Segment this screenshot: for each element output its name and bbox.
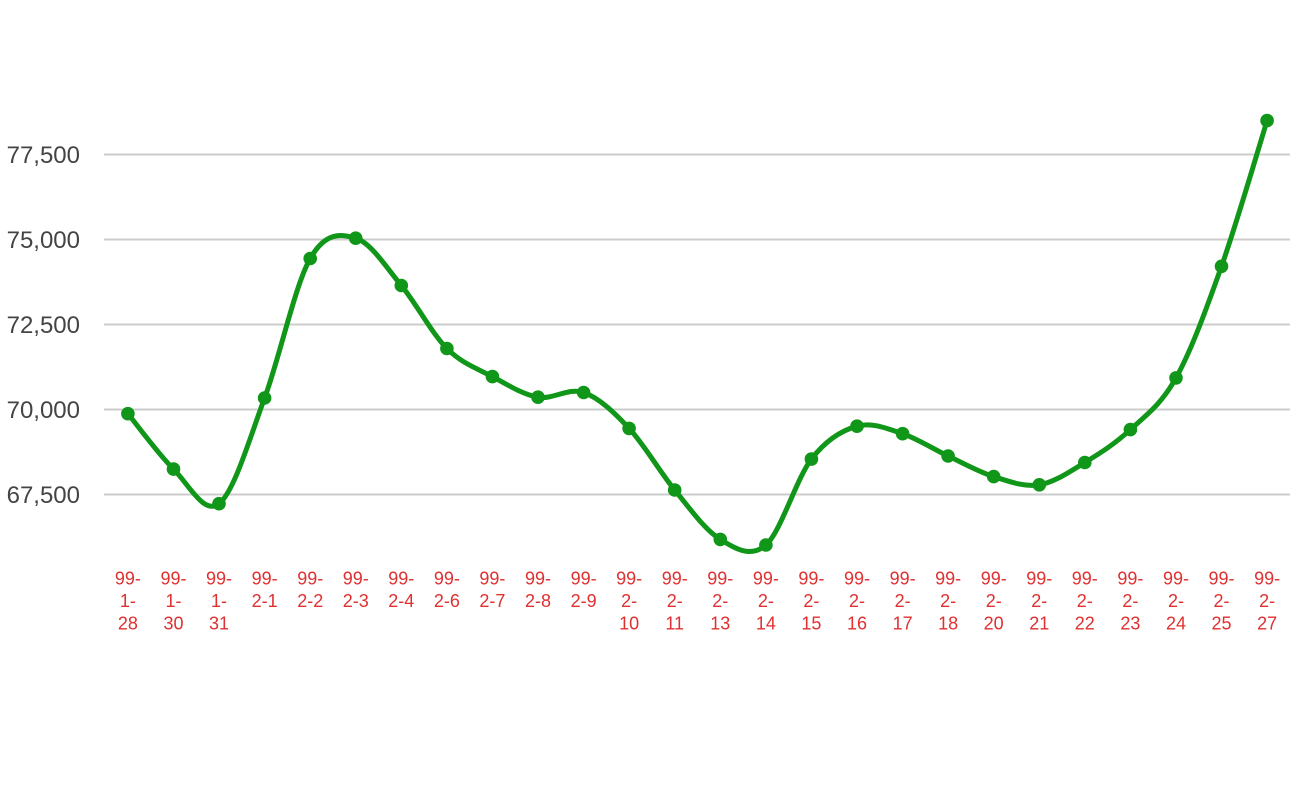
svg-text:99-: 99-	[479, 569, 505, 589]
svg-text:16: 16	[847, 614, 867, 634]
svg-text:2-: 2-	[849, 591, 865, 611]
svg-text:2-9: 2-9	[571, 591, 597, 611]
svg-text:2-: 2-	[1168, 591, 1184, 611]
svg-text:2-: 2-	[986, 591, 1002, 611]
svg-text:99-: 99-	[343, 569, 369, 589]
svg-text:99-: 99-	[981, 569, 1007, 589]
svg-text:2-: 2-	[940, 591, 956, 611]
svg-text:99-: 99-	[297, 569, 323, 589]
svg-text:2-: 2-	[1122, 591, 1138, 611]
svg-text:99-: 99-	[525, 569, 551, 589]
svg-text:99-: 99-	[662, 569, 688, 589]
svg-text:23: 23	[1120, 614, 1140, 634]
svg-text:15: 15	[801, 614, 821, 634]
svg-text:1-: 1-	[165, 591, 181, 611]
svg-text:99-: 99-	[1163, 569, 1189, 589]
svg-text:99-: 99-	[571, 569, 597, 589]
svg-text:17: 17	[893, 614, 913, 634]
svg-text:99-: 99-	[935, 569, 961, 589]
svg-text:77,500: 77,500	[7, 142, 80, 169]
svg-text:2-: 2-	[621, 591, 637, 611]
svg-text:22: 22	[1075, 614, 1095, 634]
svg-text:99-: 99-	[616, 569, 642, 589]
svg-text:72,500: 72,500	[7, 312, 80, 339]
svg-text:99-: 99-	[890, 569, 916, 589]
svg-text:2-6: 2-6	[434, 591, 460, 611]
svg-text:1-: 1-	[211, 591, 227, 611]
svg-text:99-: 99-	[753, 569, 779, 589]
svg-text:99-: 99-	[388, 569, 414, 589]
svg-text:20: 20	[984, 614, 1004, 634]
svg-text:2-8: 2-8	[525, 591, 551, 611]
svg-text:99-: 99-	[798, 569, 824, 589]
svg-text:2-: 2-	[803, 591, 819, 611]
svg-text:99-: 99-	[1072, 569, 1098, 589]
svg-text:99-: 99-	[1208, 569, 1234, 589]
svg-text:2-1: 2-1	[252, 591, 278, 611]
svg-text:2-: 2-	[1077, 591, 1093, 611]
svg-text:2-: 2-	[1213, 591, 1229, 611]
svg-text:2-7: 2-7	[479, 591, 505, 611]
svg-text:31: 31	[209, 614, 229, 634]
svg-text:2-: 2-	[712, 591, 728, 611]
svg-text:27: 27	[1257, 614, 1277, 634]
svg-text:75,000: 75,000	[7, 227, 80, 254]
svg-text:2-: 2-	[667, 591, 683, 611]
svg-text:10: 10	[619, 614, 639, 634]
svg-text:2-4: 2-4	[388, 591, 414, 611]
svg-text:99-: 99-	[1254, 569, 1280, 589]
svg-text:99-: 99-	[1117, 569, 1143, 589]
svg-text:2-: 2-	[1031, 591, 1047, 611]
svg-text:2-: 2-	[758, 591, 774, 611]
svg-text:11: 11	[665, 614, 684, 634]
svg-text:28: 28	[118, 614, 138, 634]
svg-text:99-: 99-	[434, 569, 460, 589]
svg-text:24: 24	[1166, 614, 1186, 634]
svg-text:25: 25	[1211, 614, 1231, 634]
svg-text:2-3: 2-3	[343, 591, 369, 611]
svg-text:2-: 2-	[895, 591, 911, 611]
svg-text:99-: 99-	[206, 569, 232, 589]
svg-text:18: 18	[938, 614, 958, 634]
svg-text:2-: 2-	[1259, 591, 1275, 611]
svg-text:99-: 99-	[252, 569, 278, 589]
svg-text:99-: 99-	[160, 569, 186, 589]
svg-text:99-: 99-	[844, 569, 870, 589]
svg-text:30: 30	[163, 614, 183, 634]
svg-text:99-: 99-	[1026, 569, 1052, 589]
svg-text:13: 13	[710, 614, 730, 634]
svg-text:14: 14	[756, 614, 776, 634]
svg-text:21: 21	[1029, 614, 1049, 634]
svg-text:70,000: 70,000	[7, 397, 80, 424]
svg-text:2-2: 2-2	[297, 591, 323, 611]
svg-text:1-: 1-	[120, 591, 136, 611]
svg-text:99-: 99-	[115, 569, 141, 589]
svg-text:67,500: 67,500	[7, 482, 80, 509]
svg-text:99-: 99-	[707, 569, 733, 589]
